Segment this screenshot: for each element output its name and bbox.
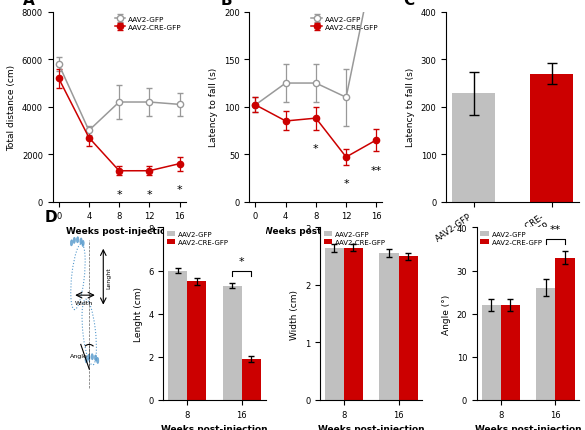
Bar bbox=[242, 359, 261, 400]
Text: *: * bbox=[313, 144, 319, 154]
Legend: AAV2-GFP, AAV2-CRE-GFP: AAV2-GFP, AAV2-CRE-GFP bbox=[311, 16, 378, 31]
Text: Lenght: Lenght bbox=[106, 266, 111, 288]
X-axis label: Weeks post-injection: Weeks post-injection bbox=[161, 424, 268, 430]
Text: **: ** bbox=[371, 165, 382, 175]
Legend: AAV2-GFP, AAV2-CRE-GFP: AAV2-GFP, AAV2-CRE-GFP bbox=[480, 231, 542, 246]
Bar bbox=[501, 305, 520, 400]
Ellipse shape bbox=[73, 238, 75, 244]
Ellipse shape bbox=[85, 357, 87, 363]
Y-axis label: Width (cm): Width (cm) bbox=[291, 289, 300, 339]
Text: *: * bbox=[177, 184, 183, 195]
Ellipse shape bbox=[70, 240, 73, 246]
Bar bbox=[380, 254, 398, 400]
Text: Width: Width bbox=[74, 300, 92, 305]
Bar bbox=[530, 74, 573, 202]
Text: C: C bbox=[404, 0, 415, 8]
Text: **: ** bbox=[550, 224, 561, 234]
Text: Angle: Angle bbox=[70, 353, 87, 358]
Ellipse shape bbox=[82, 241, 84, 247]
X-axis label: Weeks post-injection: Weeks post-injection bbox=[263, 226, 369, 235]
Bar bbox=[398, 257, 418, 400]
Text: D: D bbox=[44, 209, 57, 224]
Bar bbox=[168, 271, 187, 400]
Legend: AAV2-GFP, AAV2-CRE-GFP: AAV2-GFP, AAV2-CRE-GFP bbox=[115, 16, 182, 31]
Ellipse shape bbox=[95, 355, 97, 361]
Text: *: * bbox=[146, 189, 152, 200]
Legend: AAV2-GFP, AAV2-CRE-GFP: AAV2-GFP, AAV2-CRE-GFP bbox=[324, 231, 386, 246]
Bar bbox=[452, 94, 495, 202]
X-axis label: Weeks post-injection: Weeks post-injection bbox=[66, 226, 173, 235]
Y-axis label: Latency to fall (s): Latency to fall (s) bbox=[406, 68, 415, 147]
Bar bbox=[536, 288, 555, 400]
X-axis label: Weeks post-injection: Weeks post-injection bbox=[474, 424, 581, 430]
Ellipse shape bbox=[77, 237, 79, 243]
Bar bbox=[555, 258, 574, 400]
Ellipse shape bbox=[91, 354, 94, 360]
Ellipse shape bbox=[97, 358, 99, 364]
Text: *: * bbox=[116, 189, 122, 200]
Text: *: * bbox=[343, 178, 349, 188]
X-axis label: Weeks post-injection: Weeks post-injection bbox=[318, 424, 425, 430]
Legend: AAV2-GFP, AAV2-CRE-GFP: AAV2-GFP, AAV2-CRE-GFP bbox=[167, 231, 229, 246]
Ellipse shape bbox=[88, 354, 90, 360]
Ellipse shape bbox=[80, 238, 82, 244]
Bar bbox=[344, 248, 363, 400]
Y-axis label: Lenght (cm): Lenght (cm) bbox=[134, 286, 143, 341]
Text: B: B bbox=[220, 0, 232, 8]
Y-axis label: Total distance (cm): Total distance (cm) bbox=[7, 64, 16, 150]
Y-axis label: Latency to fall (s): Latency to fall (s) bbox=[209, 68, 218, 147]
Bar bbox=[187, 282, 207, 400]
Text: *: * bbox=[239, 256, 245, 266]
Bar bbox=[481, 305, 501, 400]
Text: A: A bbox=[23, 0, 35, 8]
Y-axis label: Angle (°): Angle (°) bbox=[442, 294, 451, 334]
Bar bbox=[325, 248, 344, 400]
Bar bbox=[223, 286, 242, 400]
